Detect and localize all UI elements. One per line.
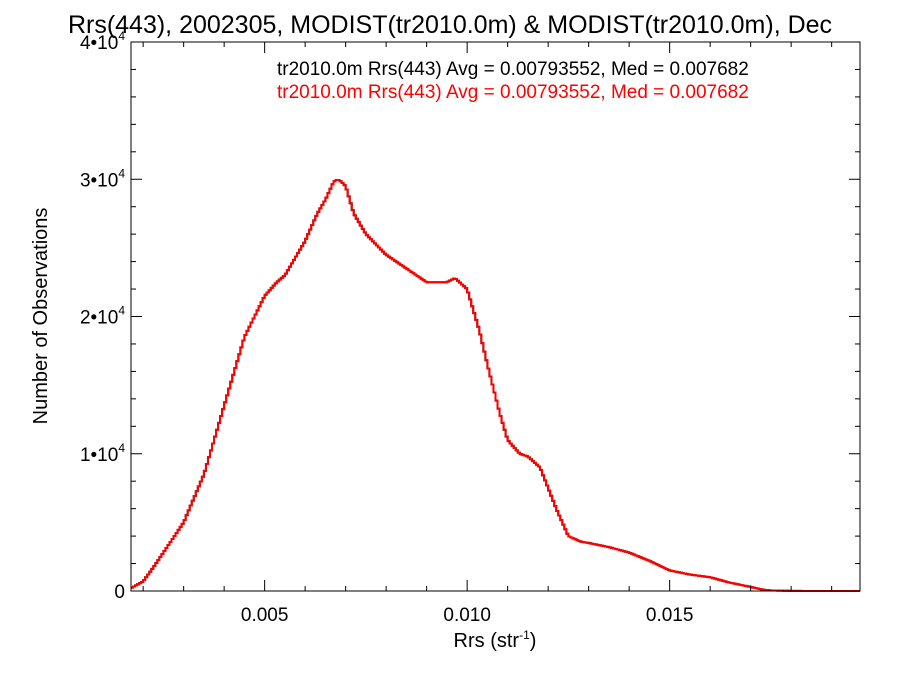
x-tick-label: 0.010 — [443, 605, 491, 626]
series-layer — [131, 178, 860, 592]
series-line-black — [131, 178, 860, 592]
series-line-red — [131, 178, 860, 592]
ticks-layer: 0.005 0.010 0.015 0 1•104 2•104 3•104 4•104 — [80, 29, 860, 626]
y-tick-label: 3•104 — [80, 166, 125, 191]
x-tick-label: 0.015 — [646, 605, 694, 626]
y-tick-label: 2•104 — [80, 304, 125, 329]
plot-frame — [130, 41, 861, 592]
y-axis-label: Number of Observations — [30, 208, 52, 425]
chart-title: Rrs(443), 2002305, MODIST(tr2010.0m) & M… — [68, 11, 832, 39]
legend-entry-black: tr2010.0m Rrs(443) Avg = 0.00793552, Med… — [277, 59, 749, 80]
y-tick-label: 4•104 — [80, 29, 125, 54]
x-axis-label: Rrs (str-1) — [454, 628, 537, 652]
y-tick-label: 1•104 — [80, 441, 125, 466]
x-tick-label: 0.005 — [241, 605, 289, 626]
y-tick-label: 0 — [114, 582, 125, 603]
legend-entry-red: tr2010.0m Rrs(443) Avg = 0.00793552, Med… — [277, 82, 749, 103]
